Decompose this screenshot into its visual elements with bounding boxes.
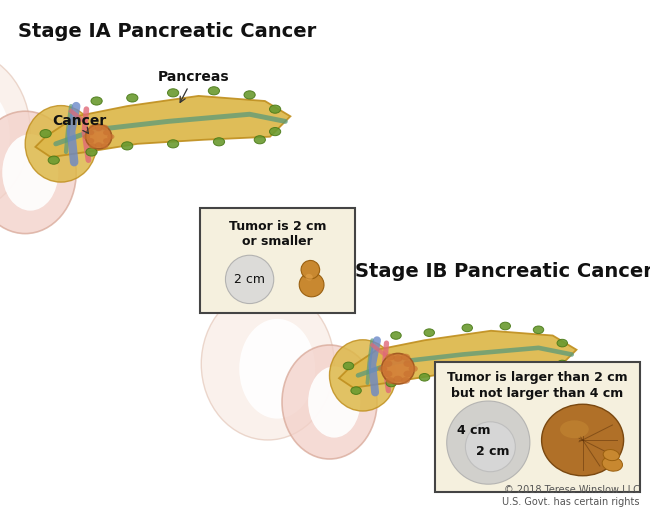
Ellipse shape — [543, 368, 553, 376]
Ellipse shape — [87, 138, 94, 143]
Ellipse shape — [384, 360, 393, 367]
Ellipse shape — [95, 126, 102, 131]
Ellipse shape — [103, 138, 111, 143]
Ellipse shape — [208, 87, 220, 95]
FancyBboxPatch shape — [435, 362, 640, 492]
Circle shape — [226, 255, 274, 303]
Ellipse shape — [419, 374, 430, 381]
FancyBboxPatch shape — [200, 208, 355, 313]
Ellipse shape — [424, 329, 434, 336]
Text: Tumor is 2 cm: Tumor is 2 cm — [229, 220, 326, 233]
Circle shape — [465, 422, 515, 472]
Polygon shape — [339, 331, 577, 388]
Ellipse shape — [533, 326, 543, 334]
Ellipse shape — [86, 124, 112, 149]
Ellipse shape — [384, 370, 393, 377]
Ellipse shape — [299, 272, 324, 297]
Ellipse shape — [254, 136, 265, 144]
Ellipse shape — [213, 138, 225, 146]
Ellipse shape — [2, 134, 58, 211]
Ellipse shape — [239, 319, 315, 418]
Text: Tumor is larger than 2 cm: Tumor is larger than 2 cm — [447, 371, 628, 384]
Ellipse shape — [393, 355, 402, 362]
Ellipse shape — [500, 322, 510, 330]
Text: or smaller: or smaller — [242, 235, 313, 248]
Ellipse shape — [385, 353, 395, 360]
Ellipse shape — [101, 143, 109, 149]
Ellipse shape — [122, 142, 133, 150]
Ellipse shape — [168, 140, 179, 148]
Ellipse shape — [351, 387, 361, 394]
Ellipse shape — [86, 148, 97, 156]
Ellipse shape — [270, 105, 281, 113]
Ellipse shape — [401, 353, 410, 360]
Ellipse shape — [83, 134, 90, 139]
Ellipse shape — [40, 130, 51, 138]
Text: but not larger than 4 cm: but not larger than 4 cm — [451, 386, 623, 400]
Ellipse shape — [168, 89, 179, 97]
Ellipse shape — [270, 127, 281, 136]
Text: Pancreas: Pancreas — [158, 70, 229, 102]
Text: Stage IB Pancreatic Cancer: Stage IB Pancreatic Cancer — [355, 262, 650, 281]
Ellipse shape — [602, 457, 623, 471]
Ellipse shape — [541, 404, 623, 476]
Ellipse shape — [404, 370, 413, 377]
Ellipse shape — [0, 83, 10, 190]
Polygon shape — [35, 96, 291, 157]
Ellipse shape — [557, 340, 567, 347]
Ellipse shape — [25, 106, 97, 182]
Ellipse shape — [378, 365, 387, 372]
Text: 2 cm: 2 cm — [234, 273, 265, 286]
Ellipse shape — [91, 97, 102, 105]
Ellipse shape — [0, 50, 31, 213]
Ellipse shape — [462, 324, 473, 332]
Circle shape — [447, 401, 530, 484]
Text: 4 cm: 4 cm — [457, 424, 491, 437]
Ellipse shape — [308, 366, 360, 438]
Ellipse shape — [505, 369, 515, 377]
Ellipse shape — [87, 130, 94, 135]
Text: Stage IA Pancreatic Cancer: Stage IA Pancreatic Cancer — [18, 22, 317, 41]
Ellipse shape — [103, 130, 111, 135]
Ellipse shape — [306, 274, 313, 281]
Ellipse shape — [560, 421, 589, 438]
Ellipse shape — [89, 143, 96, 149]
Ellipse shape — [462, 372, 473, 379]
Ellipse shape — [95, 142, 102, 148]
Ellipse shape — [330, 340, 396, 411]
Ellipse shape — [603, 449, 619, 461]
Text: © 2018 Terese Winslow LLC
U.S. Govt. has certain rights: © 2018 Terese Winslow LLC U.S. Govt. has… — [502, 486, 640, 507]
Ellipse shape — [101, 125, 109, 130]
Text: 2 cm: 2 cm — [476, 445, 510, 458]
Ellipse shape — [244, 91, 255, 99]
Ellipse shape — [382, 353, 414, 384]
Text: Cancer: Cancer — [52, 114, 106, 133]
Ellipse shape — [409, 365, 418, 372]
Ellipse shape — [127, 94, 138, 102]
Ellipse shape — [404, 360, 413, 367]
Ellipse shape — [391, 332, 401, 340]
Ellipse shape — [393, 376, 402, 382]
Ellipse shape — [89, 125, 96, 130]
Ellipse shape — [0, 111, 76, 234]
Ellipse shape — [343, 362, 354, 369]
Ellipse shape — [301, 261, 320, 279]
Ellipse shape — [107, 134, 114, 139]
Ellipse shape — [48, 156, 59, 164]
Ellipse shape — [282, 345, 377, 459]
Ellipse shape — [401, 377, 410, 384]
Ellipse shape — [202, 288, 334, 440]
Ellipse shape — [386, 379, 396, 387]
Ellipse shape — [557, 360, 567, 368]
Ellipse shape — [385, 377, 395, 384]
